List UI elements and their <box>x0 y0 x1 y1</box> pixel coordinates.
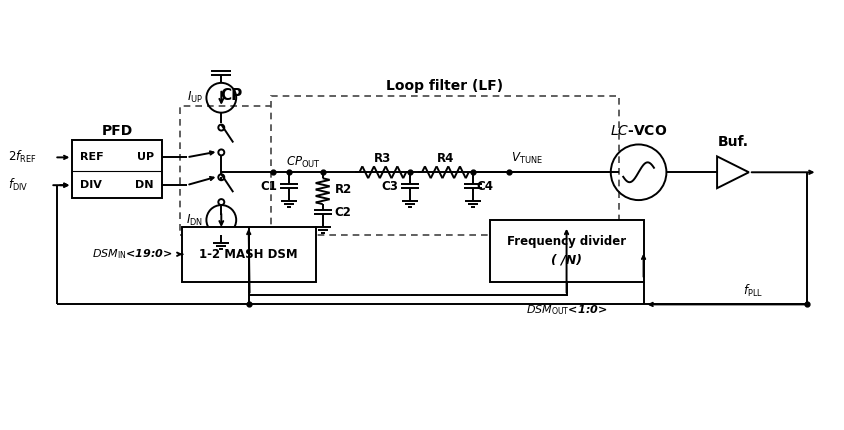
Text: $I_{\rm UP}$: $I_{\rm UP}$ <box>187 90 203 105</box>
Text: CP: CP <box>220 88 242 103</box>
Text: Frequency divider: Frequency divider <box>507 235 626 249</box>
Bar <box>271 96 619 235</box>
Text: R2: R2 <box>334 183 352 196</box>
Text: $f_{\rm DIV}$: $f_{\rm DIV}$ <box>8 177 28 193</box>
Text: $\it{LC}$-VCO: $\it{LC}$-VCO <box>610 123 668 138</box>
Text: $CP_{\rm OUT}$: $CP_{\rm OUT}$ <box>286 155 321 170</box>
Text: Buf.: Buf. <box>717 135 749 150</box>
Text: R3: R3 <box>374 152 392 165</box>
Text: $DSM_{\rm OUT}$<1:0>: $DSM_{\rm OUT}$<1:0> <box>526 304 607 317</box>
Text: $I_{\rm DN}$: $I_{\rm DN}$ <box>187 212 203 227</box>
Text: ( /N): ( /N) <box>551 253 582 266</box>
Bar <box>180 106 284 235</box>
Bar <box>490 220 644 282</box>
Text: PFD: PFD <box>101 123 133 138</box>
Text: $V_{\rm TUNE}$: $V_{\rm TUNE}$ <box>511 151 544 166</box>
Bar <box>181 227 316 282</box>
Text: $2f_{\rm REF}$: $2f_{\rm REF}$ <box>8 149 36 166</box>
Text: 1-2 MASH DSM: 1-2 MASH DSM <box>199 248 298 261</box>
Text: C2: C2 <box>334 206 351 218</box>
Text: Loop filter (LF): Loop filter (LF) <box>387 79 503 93</box>
Text: REF: REF <box>80 152 104 163</box>
Bar <box>73 141 162 198</box>
Text: DIV: DIV <box>80 180 102 190</box>
Text: C1: C1 <box>260 180 277 193</box>
Text: C3: C3 <box>381 180 398 193</box>
Text: $DSM_{\rm IN}$<19:0>: $DSM_{\rm IN}$<19:0> <box>92 247 173 261</box>
Text: UP: UP <box>137 152 154 163</box>
Text: C4: C4 <box>477 180 494 193</box>
Text: DN: DN <box>135 180 154 190</box>
Text: R4: R4 <box>436 152 454 165</box>
Text: $f_{\rm PLL}$: $f_{\rm PLL}$ <box>743 283 763 298</box>
